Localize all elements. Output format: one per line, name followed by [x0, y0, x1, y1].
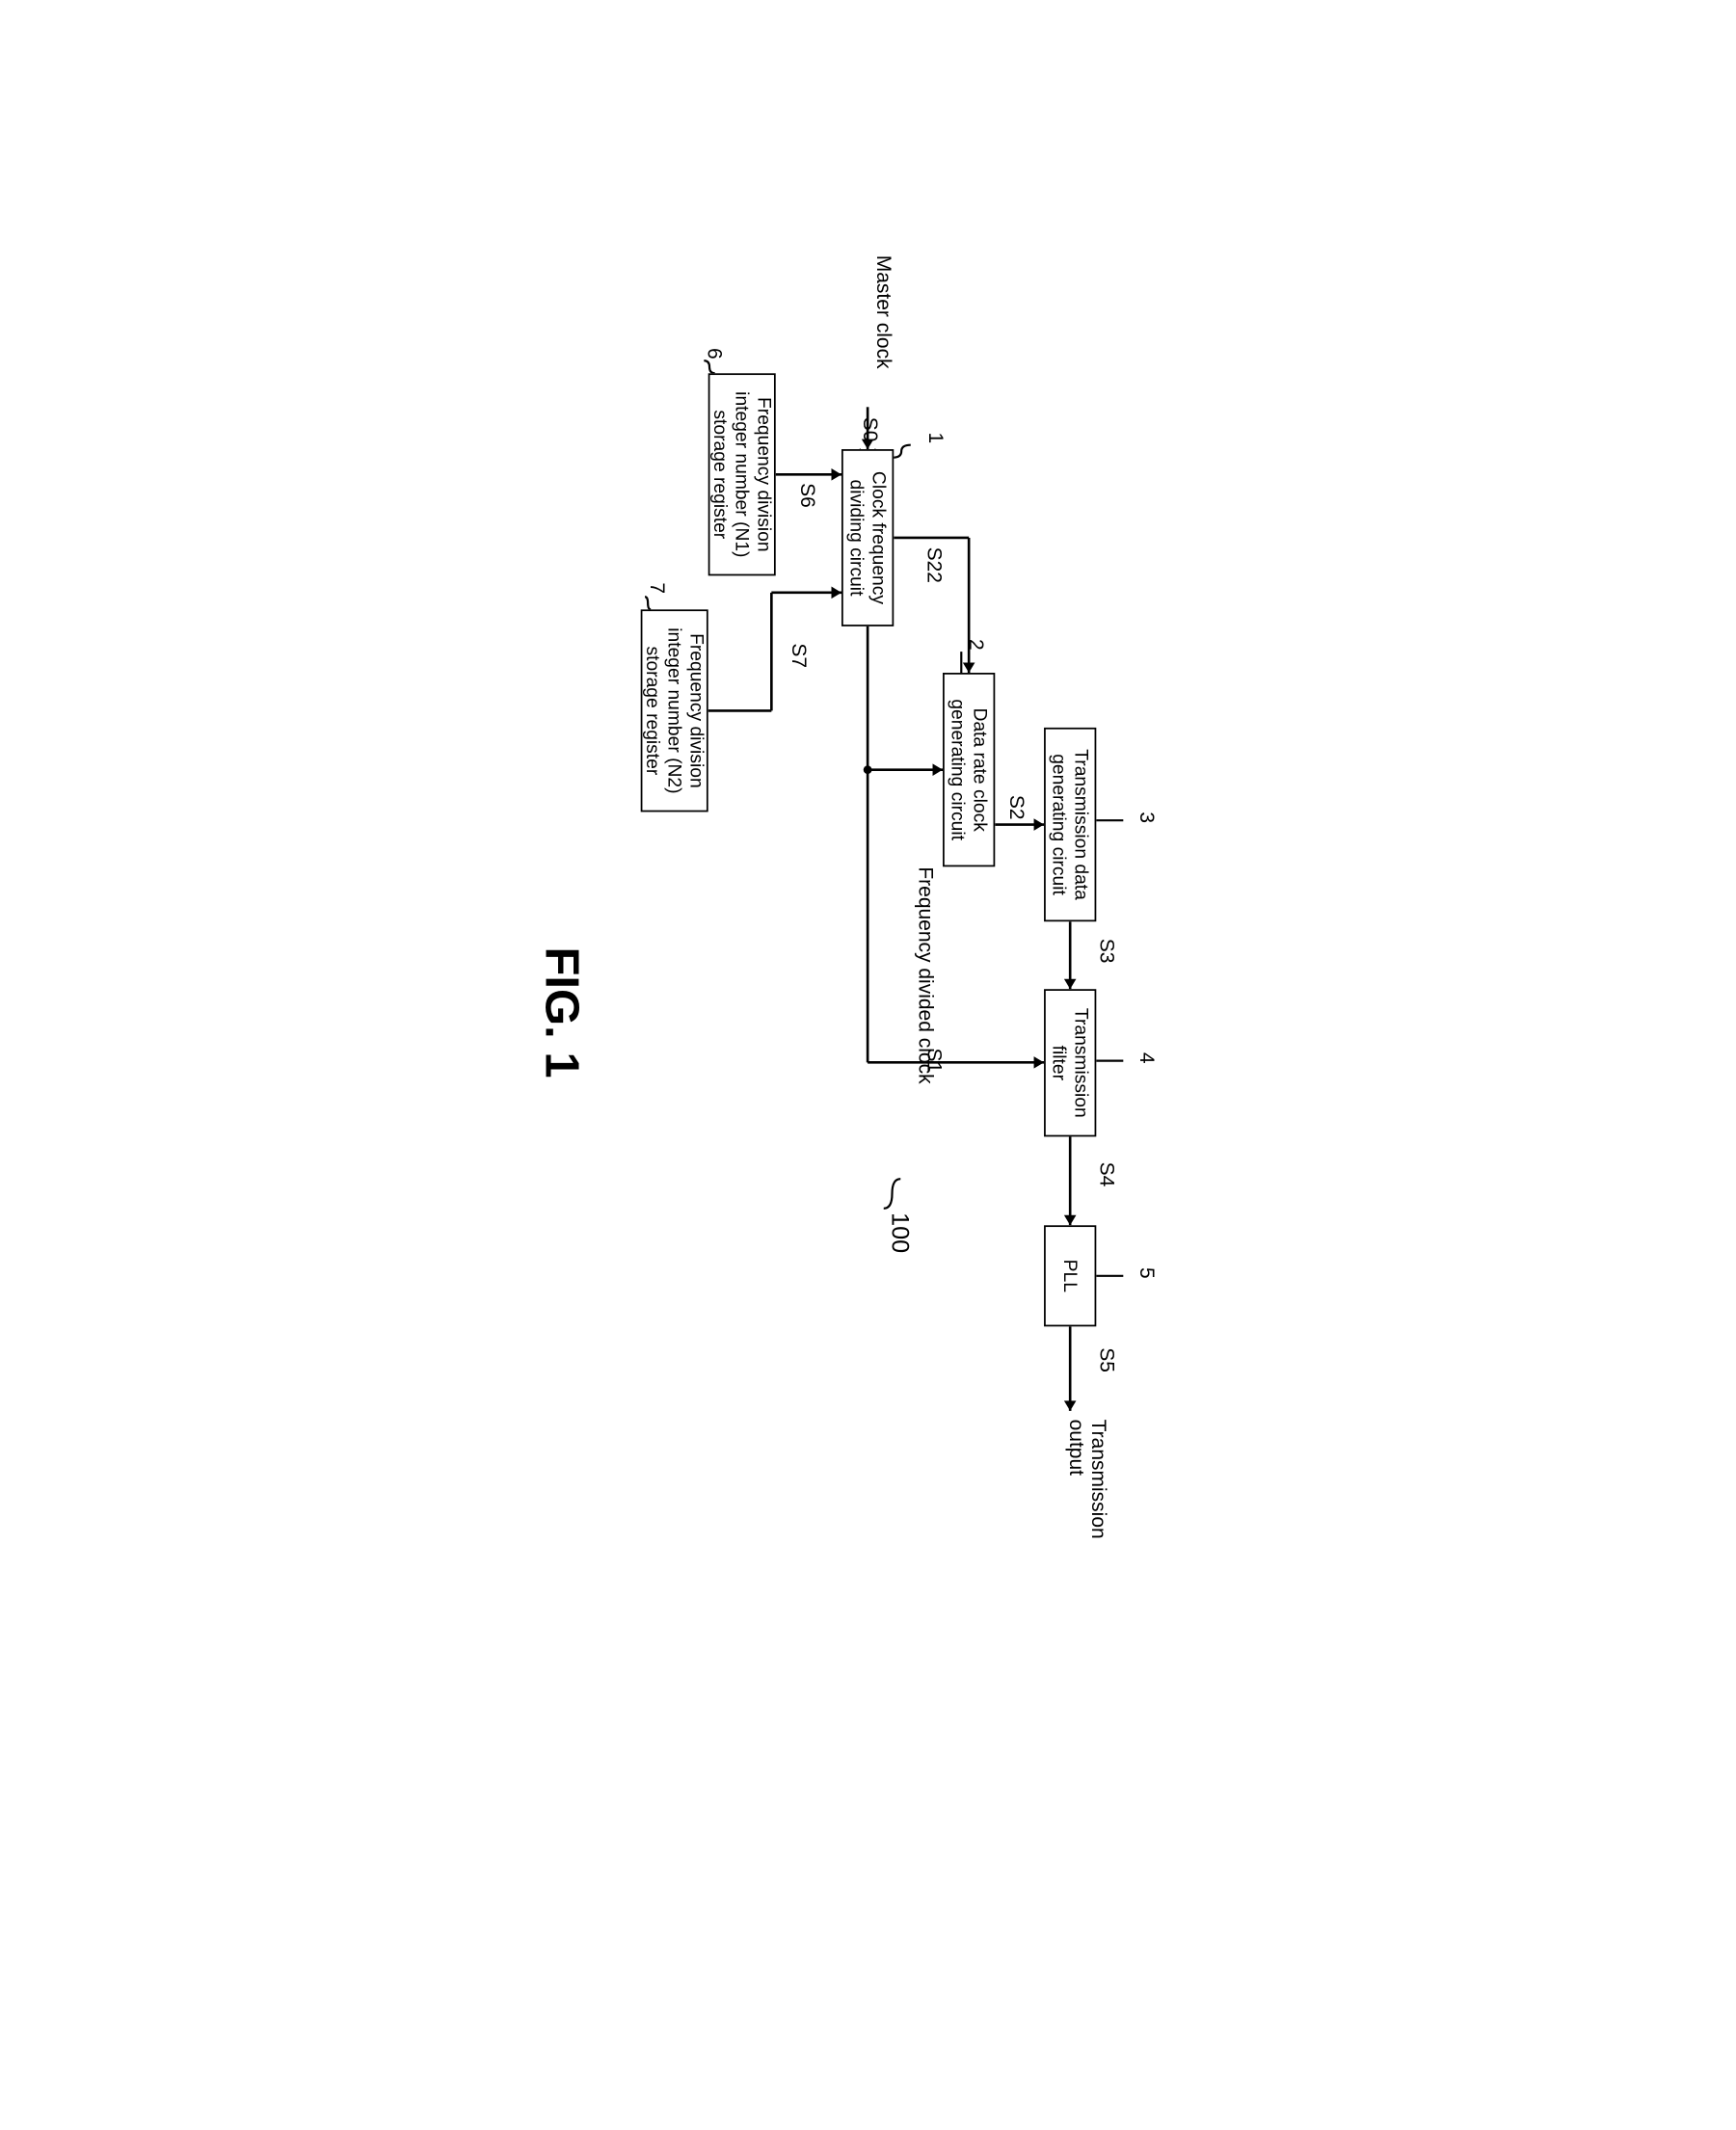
svg-text:4: 4 — [1135, 1052, 1157, 1064]
block-drc: Data rate clock generating circuit — [943, 673, 995, 866]
svg-text:5: 5 — [1135, 1267, 1157, 1279]
block-reg2: Frequency division integer number (N2) s… — [640, 609, 708, 812]
svg-text:100: 100 — [886, 1212, 913, 1253]
block-label: Data rate clock generating circuit — [947, 699, 991, 840]
block-tf: Transmission filter — [1044, 989, 1096, 1136]
svg-text:7: 7 — [646, 582, 668, 594]
block-label: PLL — [1058, 1260, 1081, 1292]
svg-text:S2: S2 — [1005, 795, 1028, 820]
block-label: Transmission filter — [1048, 1008, 1092, 1118]
svg-text:1: 1 — [924, 433, 947, 444]
svg-text:Transmissionoutput: Transmissionoutput — [1064, 1420, 1108, 1539]
block-reg1: Frequency division integer number (N1) s… — [708, 373, 775, 575]
svg-text:S3: S3 — [1095, 939, 1117, 964]
svg-text:Frequency divided clock: Frequency divided clock — [914, 866, 936, 1084]
block-label: Frequency division integer number (N1) s… — [708, 391, 774, 557]
svg-text:3: 3 — [1135, 812, 1157, 823]
svg-text:6: 6 — [703, 348, 725, 359]
svg-text:S1: S1 — [922, 1048, 945, 1073]
block-label: Transmission data generating circuit — [1048, 749, 1092, 900]
svg-text:S22: S22 — [922, 547, 945, 583]
block-label: Frequency division integer number (N2) s… — [641, 627, 707, 793]
svg-text:S4: S4 — [1095, 1162, 1117, 1187]
block-tdg: Transmission data generating circuit — [1044, 728, 1096, 921]
svg-text:S6: S6 — [795, 483, 817, 508]
block-cfd: Clock frequency dividing circuit — [841, 449, 893, 626]
block-pll: PLL — [1044, 1225, 1096, 1326]
svg-text:S5: S5 — [1095, 1347, 1117, 1372]
diagram-stage: S0 S22 S2 S3 S4 S5 S1 S6 S7 1 2 3 4 5 6 7 100 Master cloc… — [573, 213, 1163, 1917]
svg-text:S7: S7 — [788, 643, 810, 668]
figure-title: FIG. 1 — [535, 946, 590, 1078]
block-label: Clock frequency dividing circuit — [845, 471, 890, 604]
svg-text:S0: S0 — [858, 417, 880, 442]
svg-text:2: 2 — [965, 639, 987, 651]
svg-text:Master clock: Master clock — [871, 255, 894, 369]
